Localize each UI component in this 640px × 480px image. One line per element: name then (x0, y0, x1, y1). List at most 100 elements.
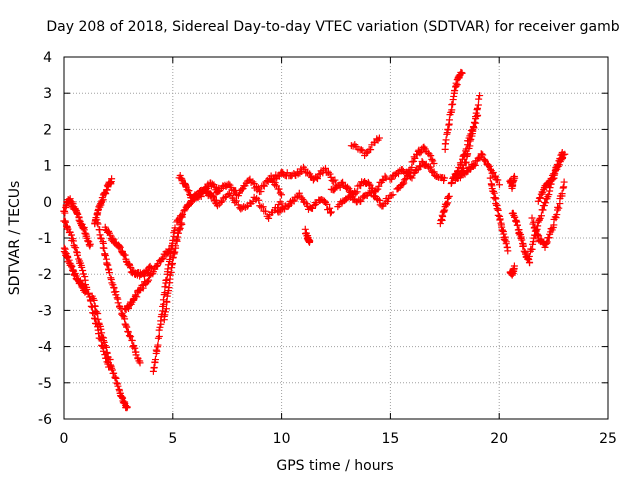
data-point (326, 170, 334, 178)
data-point (79, 266, 87, 274)
data-point (461, 159, 469, 167)
data-point (331, 176, 339, 184)
data-point (101, 251, 109, 259)
data-point (501, 236, 509, 244)
data-point (475, 95, 483, 103)
data-point (450, 92, 458, 100)
data-point (155, 332, 163, 340)
data-point (545, 180, 553, 188)
data-point (494, 176, 502, 184)
data-point (345, 192, 353, 200)
data-point (165, 284, 173, 292)
data-point (93, 210, 101, 218)
data-point (513, 221, 521, 229)
data-point (464, 150, 472, 158)
x-axis-label: GPS time / hours (276, 458, 393, 474)
data-point (123, 404, 131, 412)
data-point (89, 309, 97, 317)
data-point (86, 240, 94, 248)
data-point (104, 261, 112, 269)
data-point (255, 196, 263, 204)
data-point (399, 180, 407, 188)
y-axis-label: SDTVAR / TECUs (7, 181, 23, 296)
data-point (113, 294, 121, 302)
data-point (427, 163, 435, 171)
data-point (526, 259, 534, 267)
data-point (511, 174, 519, 182)
data-point (438, 216, 446, 224)
data-point (478, 150, 486, 158)
data-point (357, 146, 365, 154)
data-point (365, 180, 373, 188)
data-point (72, 244, 80, 252)
data-point (367, 146, 375, 154)
data-point (473, 104, 481, 112)
data-point (433, 172, 441, 180)
data-point (413, 166, 421, 174)
data-point (93, 219, 101, 227)
data-point (127, 264, 135, 272)
data-point (212, 189, 220, 197)
data-point (323, 200, 331, 208)
x-tick-label: 20 (490, 431, 508, 447)
data-point (103, 349, 111, 357)
data-point (123, 403, 131, 411)
data-point (541, 243, 549, 251)
x-tick-label: 5 (168, 431, 177, 447)
data-point (537, 212, 545, 220)
data-point (172, 242, 180, 250)
data-point (61, 218, 69, 226)
data-point (98, 329, 106, 337)
data-point (439, 213, 447, 221)
data-point (61, 207, 69, 215)
data-point (151, 356, 159, 364)
y-tick-label: -2 (38, 267, 52, 283)
data-point (535, 216, 543, 224)
data-point (78, 263, 86, 271)
data-point (106, 231, 114, 239)
data-point (114, 299, 122, 307)
data-point (80, 226, 88, 234)
data-point (249, 178, 257, 186)
data-point (275, 172, 283, 180)
data-point (471, 161, 479, 169)
data-point (545, 191, 553, 199)
data-point (558, 190, 566, 198)
data-point (100, 244, 108, 252)
data-point (430, 168, 438, 176)
data-point (90, 296, 98, 304)
data-point (94, 220, 102, 228)
data-point (169, 253, 177, 261)
data-point (407, 173, 415, 181)
data-point (472, 113, 480, 121)
data-point (68, 262, 76, 270)
data-point (218, 197, 226, 205)
data-point (290, 197, 298, 205)
data-point (536, 194, 544, 202)
data-point (456, 174, 464, 182)
data-point (284, 202, 292, 210)
data-point (555, 204, 563, 212)
y-tick-label: 1 (43, 159, 52, 175)
data-point (100, 338, 108, 346)
data-point (445, 192, 453, 200)
grid (64, 57, 608, 419)
data-point (416, 163, 424, 171)
data-point (502, 240, 510, 248)
y-tick-label: -5 (38, 376, 52, 392)
data-point (197, 193, 205, 201)
data-point (132, 351, 140, 359)
data-point (108, 366, 116, 374)
data-point (430, 159, 438, 167)
data-point (327, 208, 335, 216)
data-point (112, 291, 120, 299)
data-point (517, 234, 525, 242)
data-point (75, 216, 83, 224)
data-point (470, 124, 478, 132)
data-point (166, 255, 174, 263)
data-points (60, 68, 569, 412)
data-point (127, 333, 135, 341)
data-point (525, 252, 533, 260)
data-point (161, 283, 169, 291)
data-point (321, 164, 329, 172)
